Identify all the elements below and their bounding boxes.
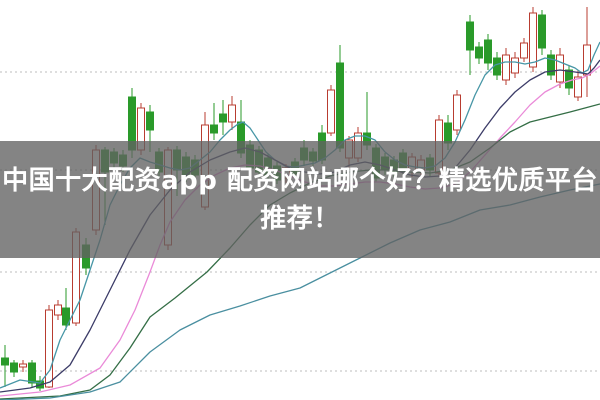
candle-down [336,62,344,149]
candle-down [219,113,227,123]
candle-up [511,57,519,74]
candle-up [556,54,564,83]
candle-down [565,69,573,89]
candle-up [453,94,461,131]
candle-up [520,42,528,59]
candle-down [28,362,36,384]
candle-up [19,363,27,368]
candle-up [327,89,335,134]
candle-down [493,57,501,76]
candle-down [538,14,546,49]
candle-down [146,111,154,131]
candle-up [502,54,510,81]
banner-title-line-2: 推荐！ [260,203,340,234]
candle-down [1,357,9,366]
title-banner-overlay: 中国十大配资app 配资网站哪个好？精选优质平台 推荐！ [0,141,600,258]
candle-down [62,307,70,326]
candle-down [484,39,492,64]
candle-up [45,309,53,388]
candle-down [466,21,474,51]
candle-down [547,54,555,76]
candle-up [529,12,537,68]
candle-up [574,76,582,98]
banner-title-line-1: 中国十大配资app 配资网站哪个好？精选优质平台 [2,165,598,196]
candle-down [210,124,218,134]
candle-up [54,304,62,316]
candle-up [228,104,236,123]
candle-down [444,122,452,144]
candle-down [475,46,483,59]
candle-down [10,362,18,373]
